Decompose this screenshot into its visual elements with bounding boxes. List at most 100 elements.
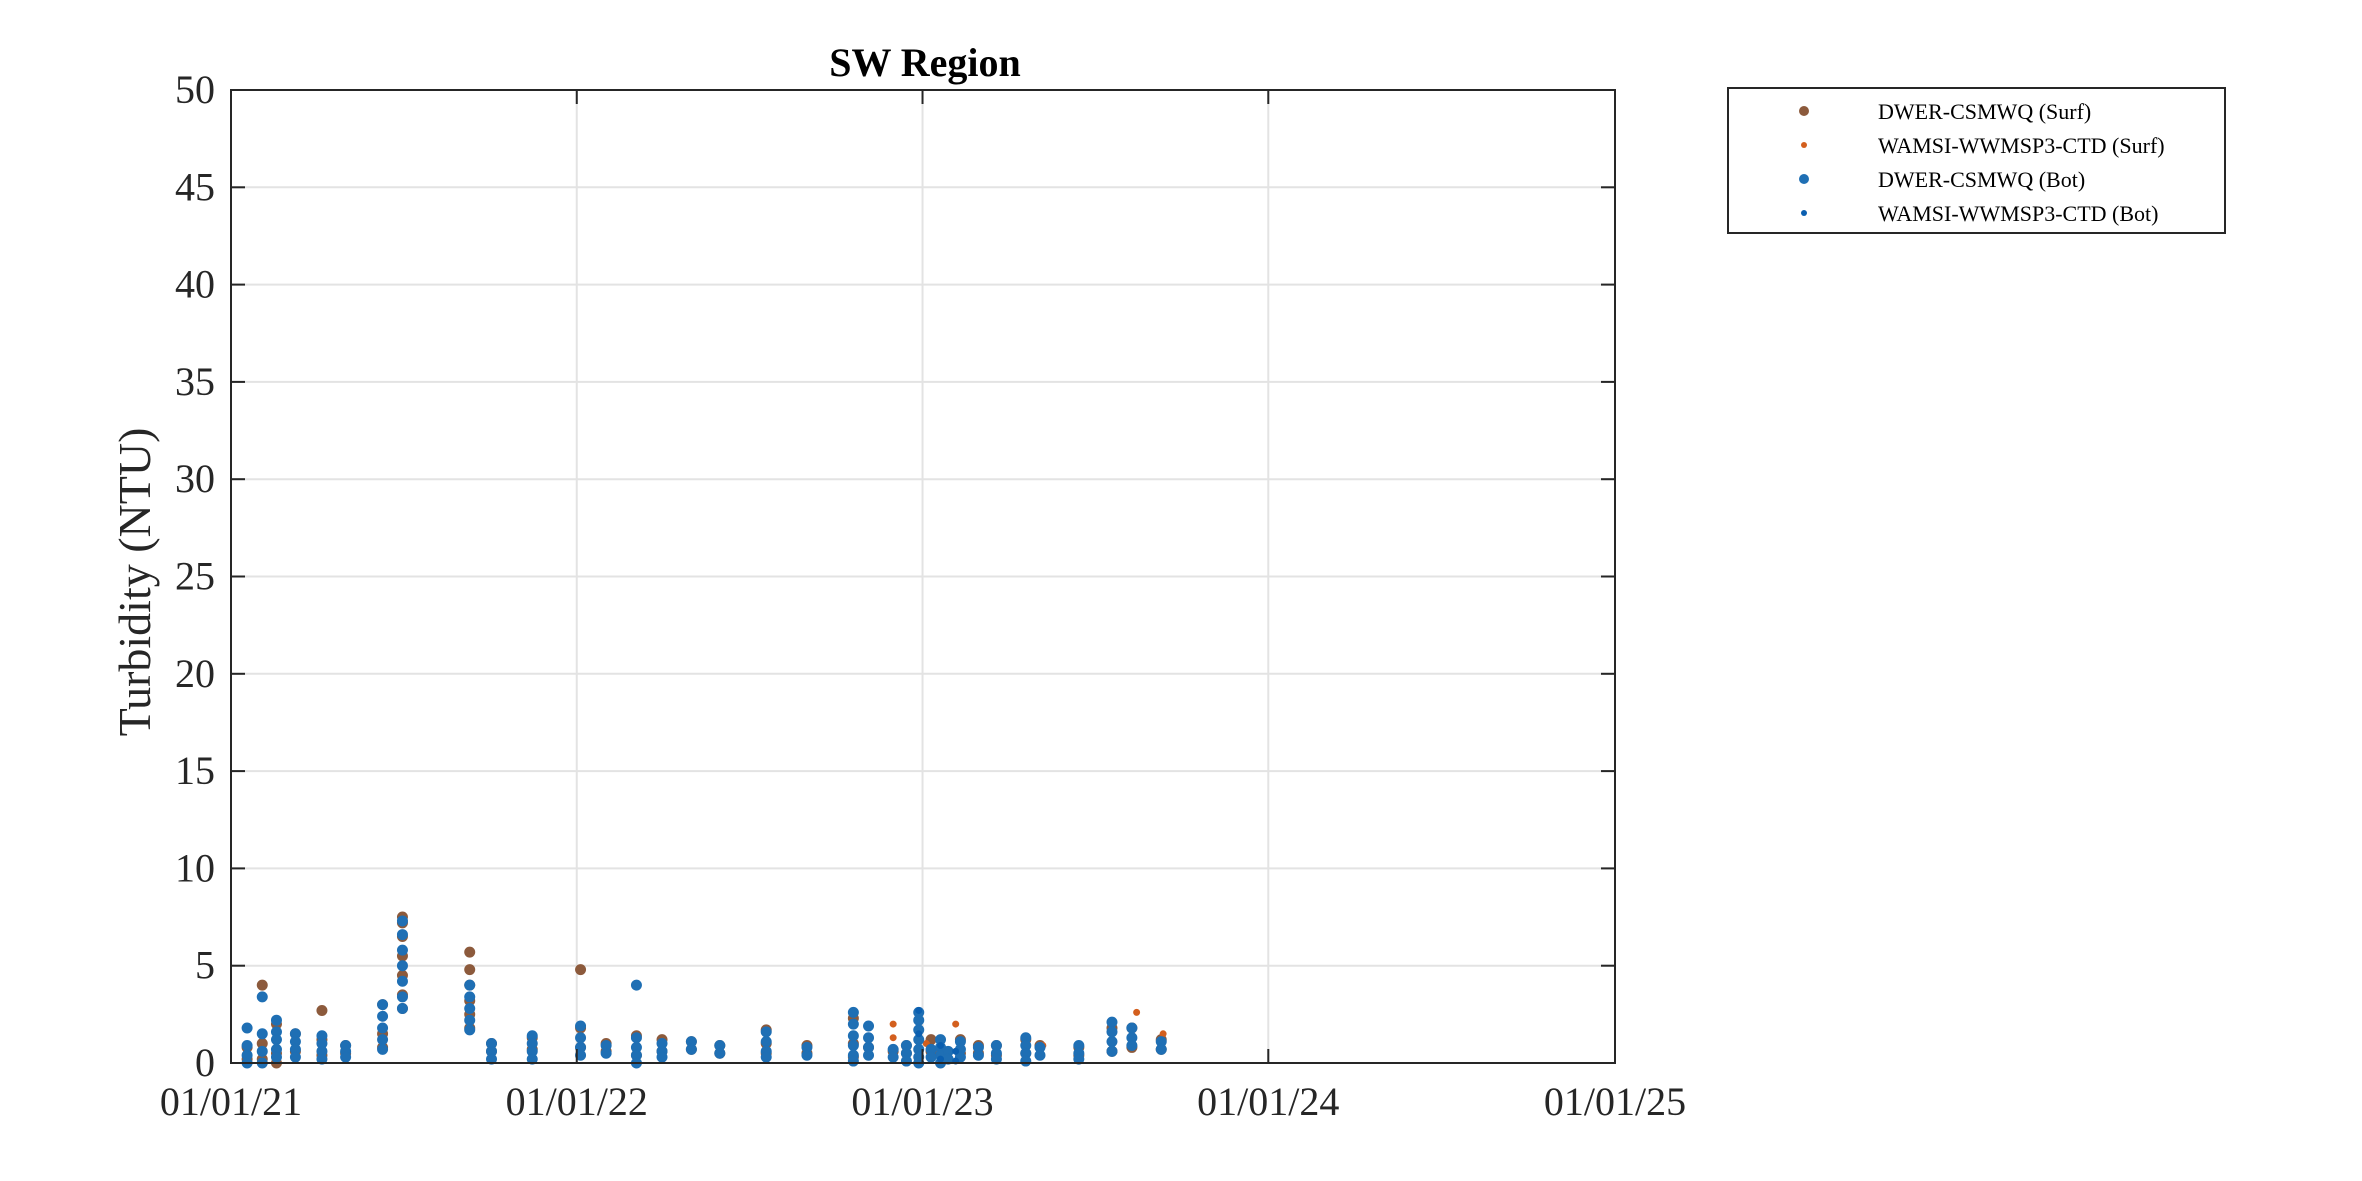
y-tick-label: 35	[175, 359, 215, 404]
y-tick-label: 10	[175, 845, 215, 890]
data-point	[270, 1034, 282, 1046]
data-point	[396, 915, 408, 927]
data-point	[526, 1053, 538, 1065]
data-point	[847, 1055, 859, 1067]
legend-marker	[1799, 106, 1809, 116]
data-point	[913, 1014, 925, 1026]
data-point	[464, 964, 476, 976]
data-point	[685, 1043, 697, 1055]
y-tick-label: 0	[195, 1040, 215, 1085]
data-point	[256, 1028, 268, 1040]
data-point	[241, 1039, 253, 1051]
data-point	[847, 1018, 859, 1030]
data-point	[1106, 1045, 1118, 1057]
data-point	[1020, 1055, 1032, 1067]
data-point	[464, 991, 476, 1003]
x-tick-label: 01/01/25	[1544, 1079, 1686, 1124]
data-point	[396, 929, 408, 941]
data-point	[464, 946, 476, 958]
data-point	[972, 1049, 984, 1061]
series-wamsi-wwmsp3-ctd-bot	[915, 1006, 960, 1065]
data-point	[377, 999, 389, 1011]
y-tick-label: 45	[175, 164, 215, 209]
data-point	[889, 1020, 897, 1028]
legend-entry-label: WAMSI-WWMSP3-CTD (Bot)	[1878, 201, 2159, 226]
legend: DWER-CSMWQ (Surf) WAMSI-WWMSP3-CTD (Surf)…	[1727, 87, 2226, 234]
data-point	[952, 1047, 960, 1055]
data-point	[396, 991, 408, 1003]
series-dwer-csmwq-bot	[241, 915, 1167, 1069]
legend-marker	[1799, 174, 1809, 184]
data-point	[1126, 1022, 1138, 1034]
x-tick-label: 01/01/21	[160, 1079, 302, 1124]
data-point	[760, 1026, 772, 1038]
x-tick-label: 01/01/24	[1197, 1079, 1339, 1124]
x-tick-label: 01/01/23	[851, 1079, 993, 1124]
data-point	[863, 1020, 875, 1032]
data-point	[464, 1014, 476, 1026]
data-point	[1159, 1030, 1167, 1038]
data-point	[847, 1030, 859, 1042]
legend-entry-label: DWER-CSMWQ (Surf)	[1878, 99, 2091, 124]
data-point	[1034, 1049, 1046, 1061]
y-tick-label: 30	[175, 456, 215, 501]
data-point	[270, 1014, 282, 1026]
data-point	[377, 1034, 389, 1046]
y-tick-label: 50	[175, 67, 215, 112]
data-point	[900, 1055, 912, 1067]
data-point	[937, 1055, 945, 1063]
legend-marker	[1801, 210, 1807, 216]
data-point	[937, 1041, 945, 1049]
data-point	[377, 1022, 389, 1034]
data-point	[575, 964, 587, 976]
data-point	[863, 1032, 875, 1044]
data-point	[952, 1020, 960, 1028]
data-point	[600, 1047, 612, 1059]
data-point	[464, 1003, 476, 1015]
data-point	[396, 944, 408, 956]
data-point	[714, 1047, 726, 1059]
data-point	[270, 1051, 282, 1063]
data-point	[1133, 1008, 1141, 1016]
data-point	[256, 1045, 268, 1057]
data-point	[256, 991, 268, 1003]
data-point	[760, 1036, 772, 1048]
data-point	[1155, 1043, 1167, 1055]
y-axis-label: Turbidity (NTU)	[109, 428, 160, 737]
legend-marker	[1801, 142, 1807, 148]
axes	[230, 89, 1616, 1064]
y-tick-label: 20	[175, 651, 215, 696]
data-point	[1106, 1026, 1118, 1038]
data-point	[1106, 1016, 1118, 1028]
data-point	[801, 1049, 813, 1061]
data-point	[847, 1006, 859, 1018]
data-point	[630, 1032, 642, 1044]
data-point	[889, 1034, 897, 1042]
data-point	[396, 960, 408, 972]
data-point	[377, 1043, 389, 1055]
data-point	[847, 1039, 859, 1051]
data-point	[486, 1053, 498, 1065]
data-point	[464, 1024, 476, 1036]
data-point	[656, 1051, 668, 1063]
y-tick-label: 40	[175, 262, 215, 307]
tick-labels: 0 5 10 15 20 25 30 35 40 45 50 01/01/21 01/01/22 01/0…	[160, 67, 1686, 1124]
data-point	[575, 1049, 587, 1061]
x-tick-label: 01/01/22	[506, 1079, 648, 1124]
y-tick-label: 15	[175, 748, 215, 793]
data-point	[1126, 1039, 1138, 1051]
data-point	[396, 975, 408, 987]
legend-box	[1727, 87, 2226, 234]
y-tick-label: 5	[195, 943, 215, 988]
data-point	[316, 1004, 328, 1016]
data-point	[990, 1053, 1002, 1065]
data-point	[887, 1051, 899, 1063]
chart-title: SW Region	[829, 40, 1021, 85]
data-point	[1106, 1036, 1118, 1048]
legend-entry-label: WAMSI-WWMSP3-CTD (Surf)	[1878, 133, 2165, 158]
y-tick-label: 25	[175, 554, 215, 599]
data-point	[630, 979, 642, 991]
data-point	[915, 1006, 923, 1014]
data-point	[464, 979, 476, 991]
